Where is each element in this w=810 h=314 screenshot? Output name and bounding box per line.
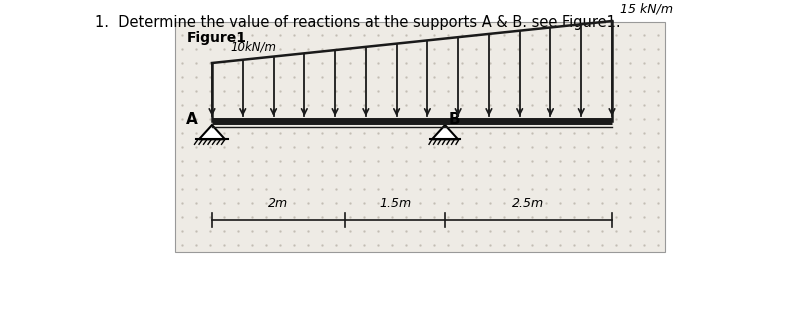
Text: 1.  Determine the value of reactions at the supports A & B. see Figure1.: 1. Determine the value of reactions at t… — [95, 15, 620, 30]
Text: 2m: 2m — [268, 197, 288, 210]
Text: 10kN/m: 10kN/m — [230, 40, 276, 53]
Text: A: A — [186, 111, 198, 127]
Text: Figure1: Figure1 — [187, 31, 247, 45]
FancyBboxPatch shape — [175, 22, 665, 252]
Polygon shape — [199, 125, 225, 139]
Text: 1.5m: 1.5m — [379, 197, 411, 210]
Text: 2.5m: 2.5m — [513, 197, 544, 210]
Polygon shape — [432, 125, 458, 139]
Text: 15 kN/m: 15 kN/m — [620, 3, 673, 16]
Text: B: B — [449, 111, 461, 127]
